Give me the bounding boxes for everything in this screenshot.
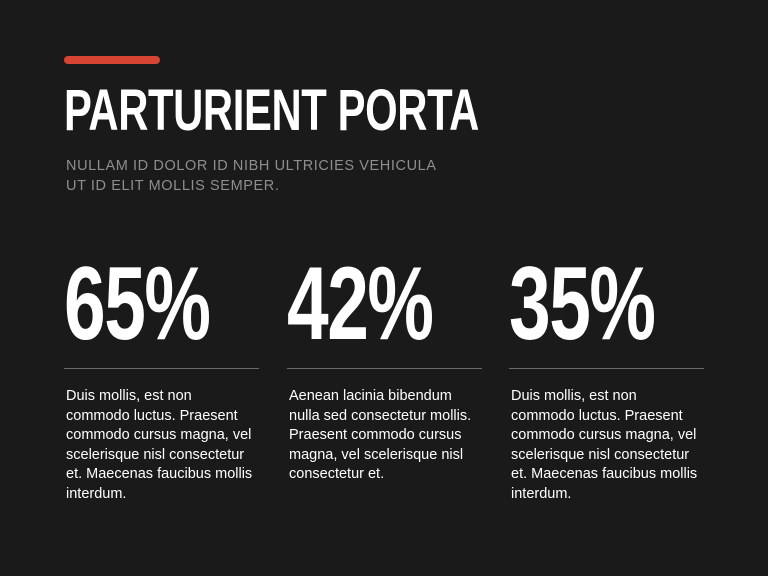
stat-description: Aenean lacinia bibendum nulla sed consec… xyxy=(289,388,472,482)
stat-value: 42% xyxy=(287,246,434,362)
accent-bar xyxy=(64,56,160,64)
page-title: PARTURIENT PORTA xyxy=(64,78,479,143)
stat-divider xyxy=(287,368,482,369)
stat-description: Duis mollis, est non commodo luctus. Pra… xyxy=(511,388,698,502)
stat-column-3: 35% Duis mollis, est non commodo luctus.… xyxy=(509,248,704,504)
stat-divider xyxy=(509,368,704,369)
stat-description: Duis mollis, est non commodo luctus. Pra… xyxy=(66,388,253,502)
page-subtitle: NULLAM ID DOLOR ID NIBH ULTRICIES VEHICU… xyxy=(66,158,436,194)
stat-value: 35% xyxy=(509,246,656,362)
stat-divider xyxy=(64,368,259,369)
stat-column-1: 65% Duis mollis, est non commodo luctus.… xyxy=(64,248,259,504)
stat-value: 65% xyxy=(64,246,211,362)
stat-column-2: 42% Aenean lacinia bibendum nulla sed co… xyxy=(287,248,482,485)
